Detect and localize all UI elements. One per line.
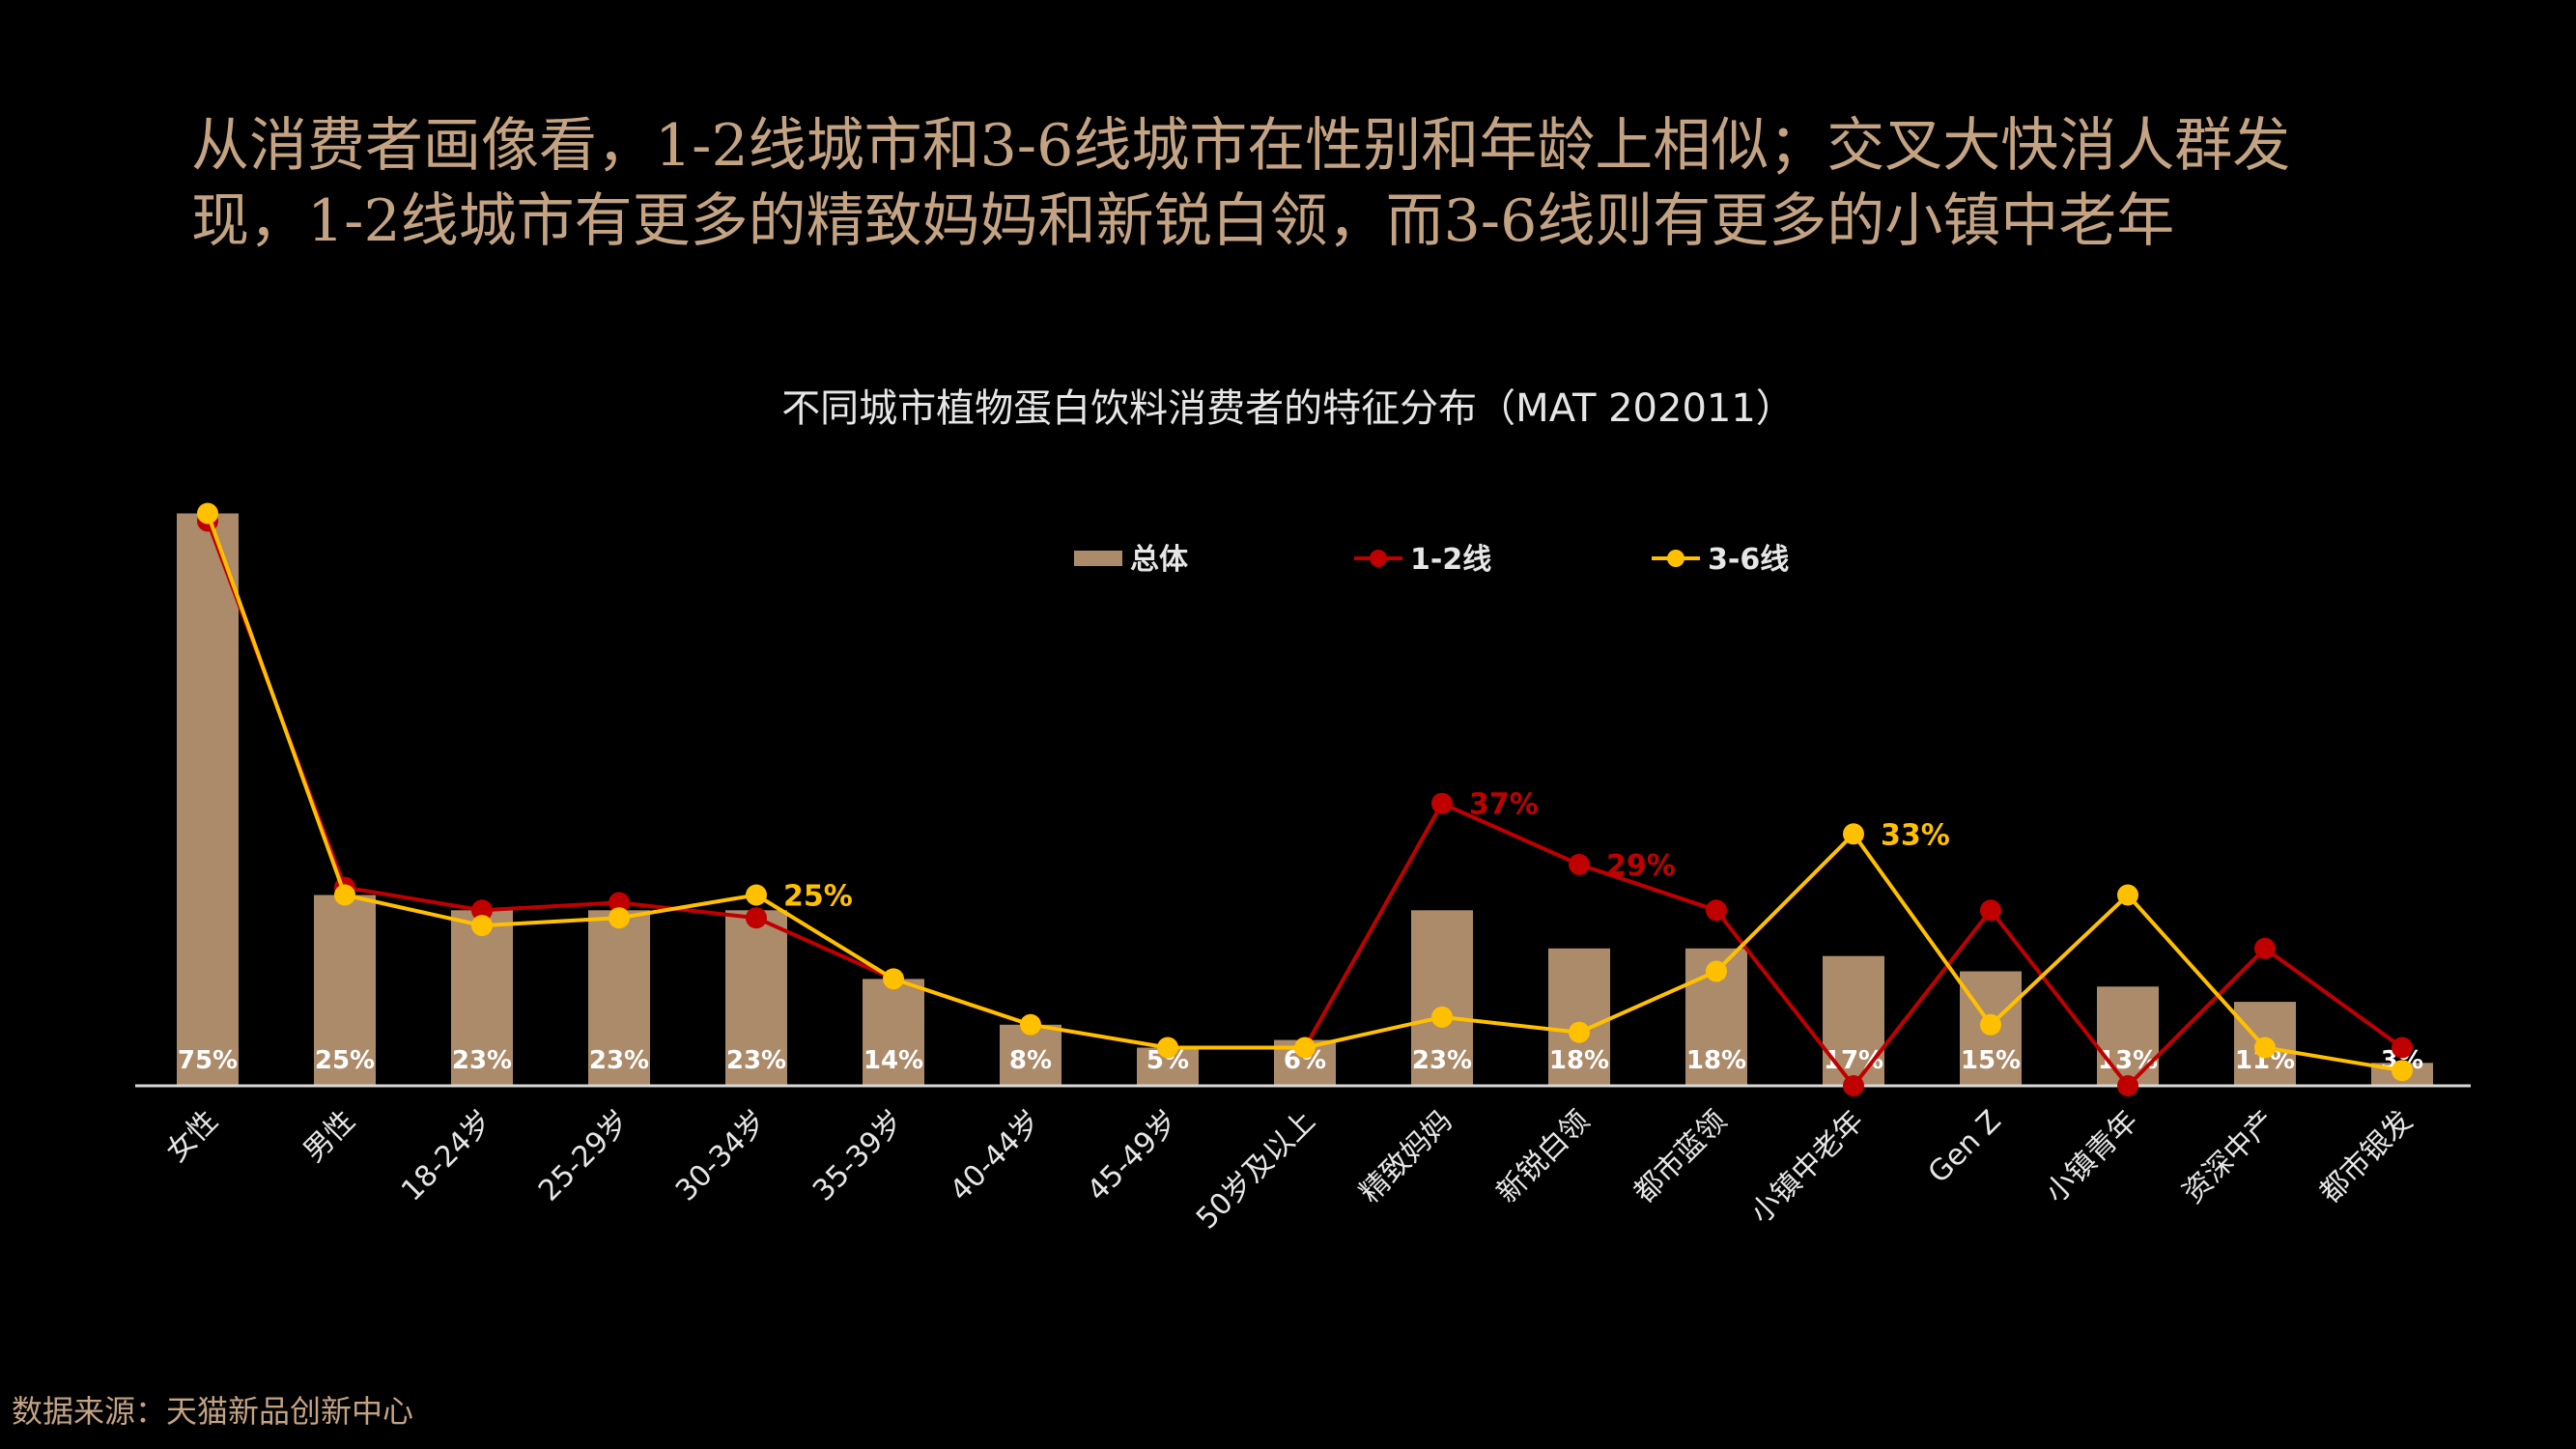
category-label: 都市银发 bbox=[2313, 1104, 2420, 1210]
bar-value-label: 15% bbox=[1961, 1046, 2021, 1075]
line-1-point bbox=[1020, 1014, 1041, 1036]
chart-legend: 总体 1-2线 3-6线 bbox=[1074, 543, 1789, 577]
bar-value-label: 23% bbox=[452, 1046, 512, 1075]
line-series bbox=[197, 503, 2413, 1097]
legend-label: 1-2线 bbox=[1410, 543, 1491, 577]
line-0-point bbox=[746, 907, 767, 928]
line-0-point bbox=[2392, 1037, 2413, 1059]
line-1-point bbox=[471, 915, 493, 936]
line-1-point bbox=[1980, 1014, 2001, 1036]
bar-value-label: 23% bbox=[1412, 1046, 1472, 1075]
category-label: 都市蓝领 bbox=[1628, 1104, 1734, 1210]
category-label: 新锐白领 bbox=[1490, 1104, 1597, 1210]
highlight-label: 29% bbox=[1606, 849, 1676, 883]
category-label: 35-39岁 bbox=[807, 1104, 911, 1208]
legend-swatch-dot bbox=[1667, 550, 1684, 567]
bar-value-label: 8% bbox=[1009, 1046, 1052, 1075]
highlight-label: 25% bbox=[783, 880, 853, 914]
legend-label: 3-6线 bbox=[1708, 543, 1789, 577]
bar-series bbox=[177, 514, 2433, 1087]
bar-value-label: 23% bbox=[589, 1046, 649, 1075]
line-0-point bbox=[1431, 793, 1453, 814]
category-labels: 女性 男性 18-24岁 25-29岁 30-34岁 35-39岁 40-44岁 45-49岁… bbox=[159, 1104, 2419, 1236]
line-0-point bbox=[1569, 854, 1590, 875]
line-1-point bbox=[883, 968, 904, 989]
highlight-labels: 25% 37% 29% 33% bbox=[783, 788, 1950, 914]
line-1-point bbox=[197, 503, 218, 525]
category-label: 女性 bbox=[159, 1104, 224, 1169]
category-label: 25-29岁 bbox=[532, 1104, 637, 1208]
line-1-point bbox=[1569, 1022, 1590, 1043]
category-label: 小镇中老年 bbox=[1744, 1104, 1871, 1231]
line-1 bbox=[208, 514, 2402, 1071]
category-label: 30-34岁 bbox=[669, 1104, 774, 1208]
line-1-point bbox=[2392, 1060, 2413, 1081]
line-1-point bbox=[1294, 1037, 1316, 1059]
data-source-note: 数据来源：天猫新品创新中心 bbox=[12, 1387, 413, 1432]
legend-label: 总体 bbox=[1130, 543, 1189, 577]
line-0-point bbox=[1843, 1075, 1864, 1096]
bar-value-label: 18% bbox=[1549, 1046, 1609, 1075]
line-1-point bbox=[2254, 1037, 2276, 1059]
category-label: 小镇青年 bbox=[2039, 1104, 2145, 1210]
highlight-label: 37% bbox=[1469, 788, 1539, 822]
line-1-point bbox=[1706, 961, 1727, 982]
bar-value-label: 14% bbox=[863, 1046, 923, 1075]
line-1-point bbox=[334, 885, 355, 906]
category-label: 45-49岁 bbox=[1081, 1104, 1185, 1208]
bar-value-label: 25% bbox=[315, 1046, 375, 1075]
category-label: 40-44岁 bbox=[944, 1104, 1048, 1208]
line-1-point bbox=[609, 907, 630, 928]
bar-value-label: 23% bbox=[726, 1046, 786, 1075]
line-0-point bbox=[1980, 899, 2001, 921]
line-1-point bbox=[1431, 1007, 1453, 1028]
line-1-point bbox=[746, 885, 767, 906]
category-label: 男性 bbox=[297, 1104, 361, 1169]
line-0-point bbox=[2117, 1075, 2138, 1096]
line-0-point bbox=[2254, 938, 2276, 959]
bar-value-label: 18% bbox=[1686, 1046, 1746, 1075]
bar-0 bbox=[177, 514, 239, 1087]
line-1-point bbox=[2117, 885, 2138, 906]
category-label: 18-24岁 bbox=[395, 1104, 499, 1208]
legend-swatch-dot bbox=[1370, 550, 1387, 567]
category-label: Gen Z bbox=[1922, 1104, 2008, 1190]
line-1-point bbox=[1843, 823, 1864, 844]
highlight-label: 33% bbox=[1881, 818, 1950, 852]
line-0 bbox=[208, 521, 2402, 1086]
line-0-point bbox=[1706, 899, 1727, 921]
category-label: 精致妈妈 bbox=[1353, 1104, 1459, 1210]
line-1-point bbox=[1157, 1037, 1178, 1059]
category-label: 资深中产 bbox=[2176, 1104, 2282, 1210]
bar-value-label: 75% bbox=[178, 1046, 238, 1075]
legend-swatch-bar bbox=[1074, 551, 1122, 566]
category-label: 50岁及以上 bbox=[1190, 1104, 1322, 1236]
